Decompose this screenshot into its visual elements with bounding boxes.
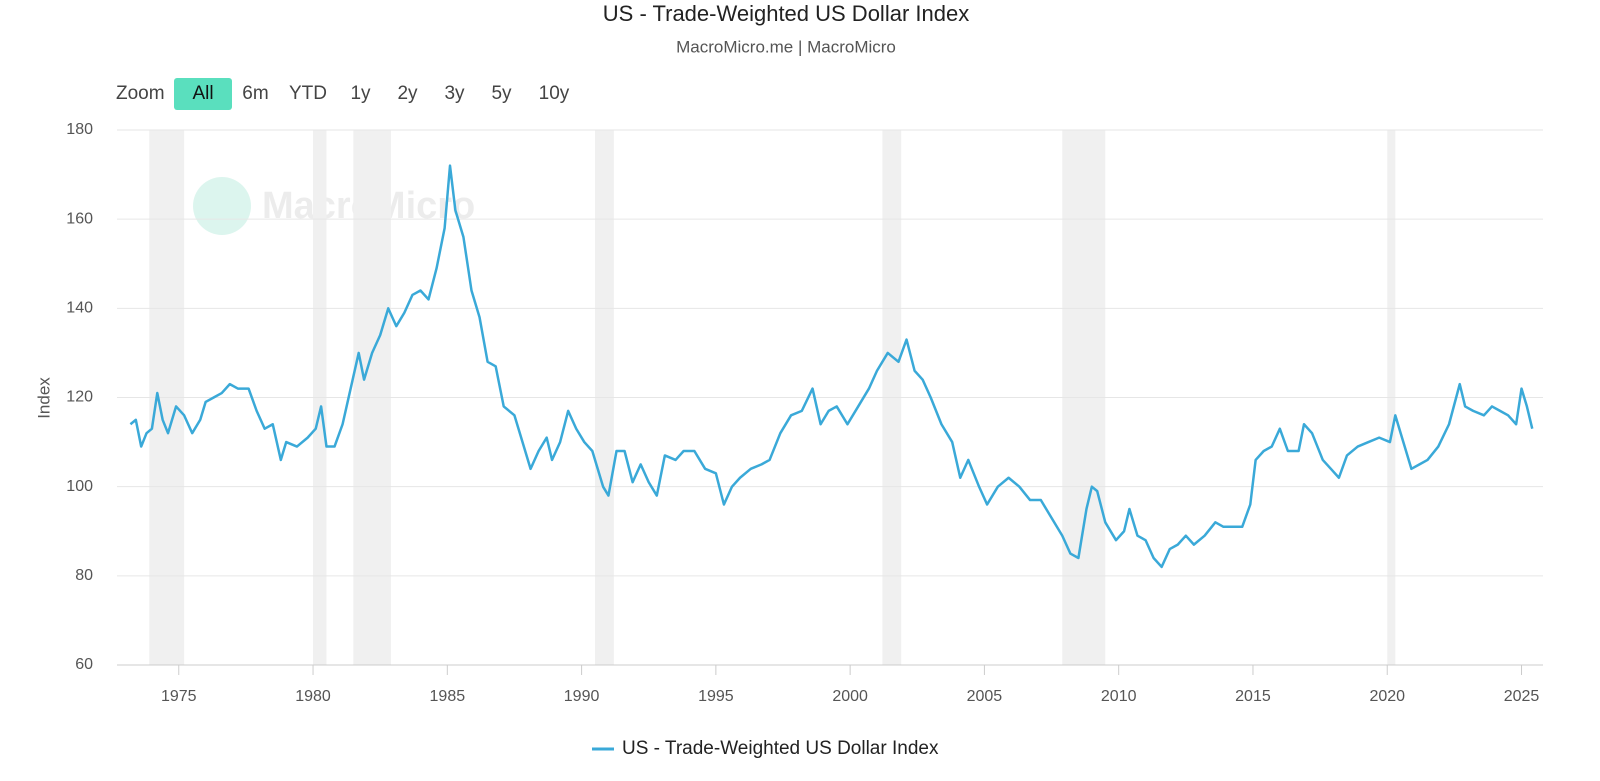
zoom-label: Zoom xyxy=(116,83,165,104)
zoom-button[interactable]: YTD xyxy=(289,83,327,104)
x-tick-label: 2025 xyxy=(1504,688,1540,705)
series-line xyxy=(129,164,1534,569)
chart-subtitle: MacroMicro.me | MacroMicro xyxy=(676,37,896,56)
legend-label: US - Trade-Weighted US Dollar Index xyxy=(622,738,939,759)
x-tick-label: 1975 xyxy=(161,688,197,705)
zoom-button-bg xyxy=(174,78,232,110)
x-tick-label: 1995 xyxy=(698,688,734,705)
y-tick-label: 60 xyxy=(75,656,93,673)
zoom-button[interactable]: 3y xyxy=(444,83,465,104)
zoom-button[interactable]: 5y xyxy=(491,83,512,104)
y-tick-label: 120 xyxy=(66,389,93,406)
watermark-logo xyxy=(193,177,251,235)
zoom-button[interactable]: 1y xyxy=(350,83,371,104)
zoom-button[interactable]: 10y xyxy=(539,83,570,104)
chart-title: US - Trade-Weighted US Dollar Index xyxy=(603,1,969,26)
y-tick-label: 180 xyxy=(66,121,93,138)
x-tick-label: 2010 xyxy=(1101,688,1137,705)
x-tick-label: 1990 xyxy=(564,688,600,705)
y-tick-label: 100 xyxy=(66,478,93,495)
x-tick-label: 2000 xyxy=(832,688,868,705)
zoom-button[interactable]: All xyxy=(192,83,213,104)
y-tick-label: 160 xyxy=(66,210,93,227)
y-tick-label: 140 xyxy=(66,300,93,317)
zoom-button[interactable]: 2y xyxy=(397,83,418,104)
x-tick-label: 1985 xyxy=(430,688,466,705)
x-tick-label: 2005 xyxy=(967,688,1003,705)
y-tick-label: 80 xyxy=(75,567,93,584)
x-tick-label: 2015 xyxy=(1235,688,1271,705)
watermark: MacroMicro xyxy=(193,177,475,235)
x-tick-label: 1980 xyxy=(295,688,331,705)
x-tick-label: 2020 xyxy=(1369,688,1405,705)
zoom-button[interactable]: 6m xyxy=(242,83,268,104)
y-axis-label: Index xyxy=(34,377,53,419)
